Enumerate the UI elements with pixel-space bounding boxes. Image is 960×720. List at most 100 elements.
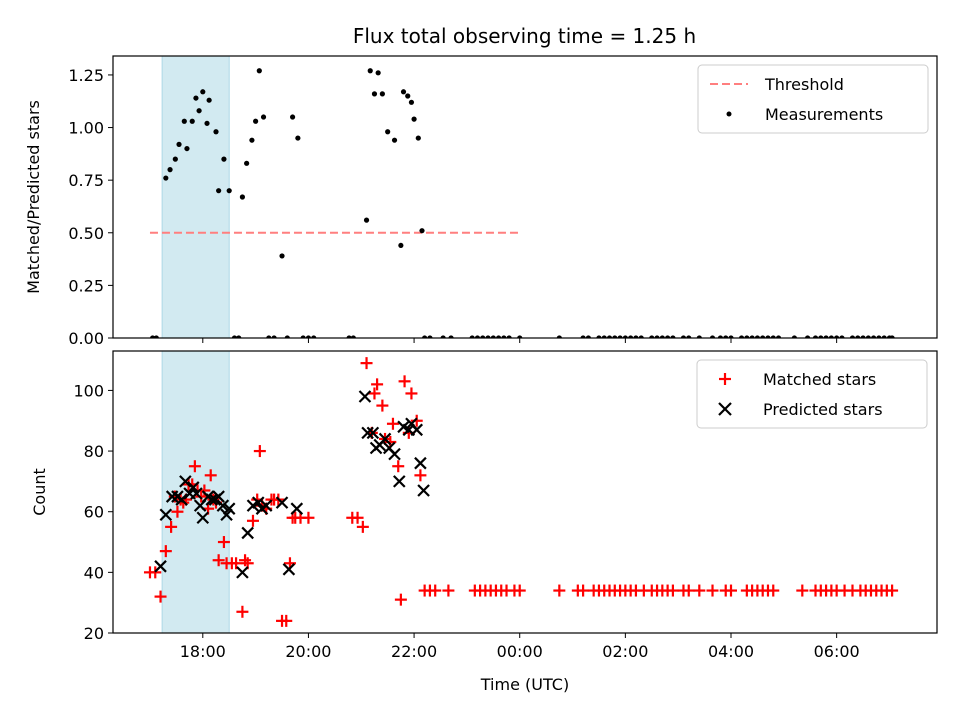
measurement-point	[167, 167, 173, 173]
measurement-point	[305, 335, 312, 338]
measurement-point	[231, 335, 238, 338]
top-axes-frame	[112, 55, 938, 339]
bottom-panel: 20 40 60 80 100 18:00 20:00 22:00 00:00 02:00 04:…	[30, 350, 938, 694]
matched-star-point	[442, 584, 455, 597]
measurement-point	[876, 335, 882, 338]
predicted-star-point	[179, 475, 192, 488]
x-tick-label: 20:00	[285, 642, 331, 661]
predicted-star-point	[259, 499, 273, 512]
measurement-point	[686, 335, 692, 338]
measurement-point	[408, 99, 415, 105]
measurement-point	[363, 217, 370, 223]
top-y-ticks: 0.00 0.25 0.50 0.75 1.00 1.25	[68, 66, 113, 348]
measurement-point	[585, 335, 591, 338]
matched-star-point	[171, 505, 184, 518]
measurement-point	[596, 335, 602, 338]
predicted-star-point	[361, 426, 374, 440]
measurement-point	[163, 175, 169, 181]
bottom-y-ticks: 20 40 60 80 100	[73, 381, 113, 643]
measurement-point	[717, 335, 724, 338]
bottom-legend: Matched stars Predicted stars	[696, 359, 928, 429]
x-tick-label: 02:00	[602, 642, 648, 661]
matched-star-point	[577, 584, 590, 597]
bottom-y-axis-label: Count	[30, 468, 49, 516]
matched-star-point	[165, 520, 178, 533]
measurement-point	[601, 335, 607, 338]
measurement-point	[367, 68, 373, 74]
top-legend: Threshold Measurements	[697, 64, 929, 134]
measurement-point	[696, 335, 702, 338]
y-tick-label: 100	[73, 381, 104, 400]
measurement-point	[469, 335, 475, 338]
matched-star-point	[693, 584, 706, 597]
predicted-star-point	[154, 560, 167, 573]
predicted-star-point	[205, 493, 219, 506]
predicted-star-point	[414, 456, 427, 470]
y-tick-label: 1.00	[68, 119, 104, 138]
measurement-point	[221, 156, 227, 162]
measurement-point	[213, 129, 219, 135]
predicted-star-point	[212, 490, 225, 503]
measurement-point	[839, 335, 845, 338]
predicted-star-point	[388, 447, 401, 461]
measurement-point	[284, 335, 290, 338]
measurement-point	[405, 93, 411, 99]
chart-title: Flux total observing time = 1.25 h	[353, 24, 696, 48]
y-tick-label: 0.00	[68, 329, 104, 348]
matched-star-point	[376, 399, 389, 412]
measurement-point	[411, 116, 417, 122]
top-x-ticks	[202, 338, 838, 343]
measurement-point	[765, 335, 771, 338]
measurement-point	[375, 70, 381, 76]
y-tick-label: 1.25	[68, 66, 104, 85]
measurement-point	[480, 335, 486, 338]
measurements-points	[150, 68, 895, 338]
matched-star-point	[513, 584, 526, 597]
measurement-point	[448, 335, 454, 338]
measurement-point	[485, 335, 491, 338]
measurement-point	[253, 118, 259, 124]
measurement-point	[770, 335, 776, 338]
observing-span-top	[161, 56, 230, 338]
measurement-point	[628, 335, 634, 338]
measurement-point	[828, 335, 834, 338]
matched-legend-marker	[719, 373, 731, 385]
measurement-point	[295, 135, 301, 141]
measurement-point	[659, 335, 665, 338]
measurement-point	[391, 137, 398, 143]
observing-span-rect	[162, 56, 230, 338]
measurement-point	[622, 335, 628, 338]
matched-star-point	[217, 536, 230, 549]
predicted-star-point	[216, 499, 230, 512]
x-tick-label: 06:00	[814, 642, 860, 661]
measurement-point	[474, 335, 481, 338]
matched-star-point	[154, 590, 167, 603]
measurement-point	[881, 335, 887, 338]
measurement-point	[818, 335, 824, 338]
measurement-point	[184, 145, 190, 152]
measurement-point	[350, 335, 356, 338]
measurement-point	[749, 335, 755, 338]
predicted-star-point	[241, 526, 254, 540]
predicted-star-point	[175, 493, 188, 506]
matched-star-point	[429, 584, 442, 597]
predicted-legend-marker	[718, 402, 732, 416]
threshold-legend-label: Threshold	[764, 75, 844, 94]
measurement-point	[427, 335, 433, 338]
measurement-point	[709, 335, 716, 338]
measurement-point	[889, 335, 895, 338]
matched-star-point	[767, 584, 780, 597]
measurement-point	[723, 335, 729, 338]
predicted-star-point	[251, 496, 265, 509]
measurement-point	[289, 114, 296, 120]
measurement-point	[181, 118, 187, 124]
measurement-point	[236, 335, 242, 338]
measurement-point	[204, 120, 210, 126]
matched-star-point	[414, 469, 427, 482]
y-tick-label: 0.25	[68, 276, 104, 295]
measurement-point	[226, 188, 232, 194]
measurement-point	[744, 335, 750, 338]
measurement-point	[849, 335, 856, 338]
bottom-legend-box	[696, 359, 928, 429]
y-tick-label: 20	[84, 624, 104, 643]
